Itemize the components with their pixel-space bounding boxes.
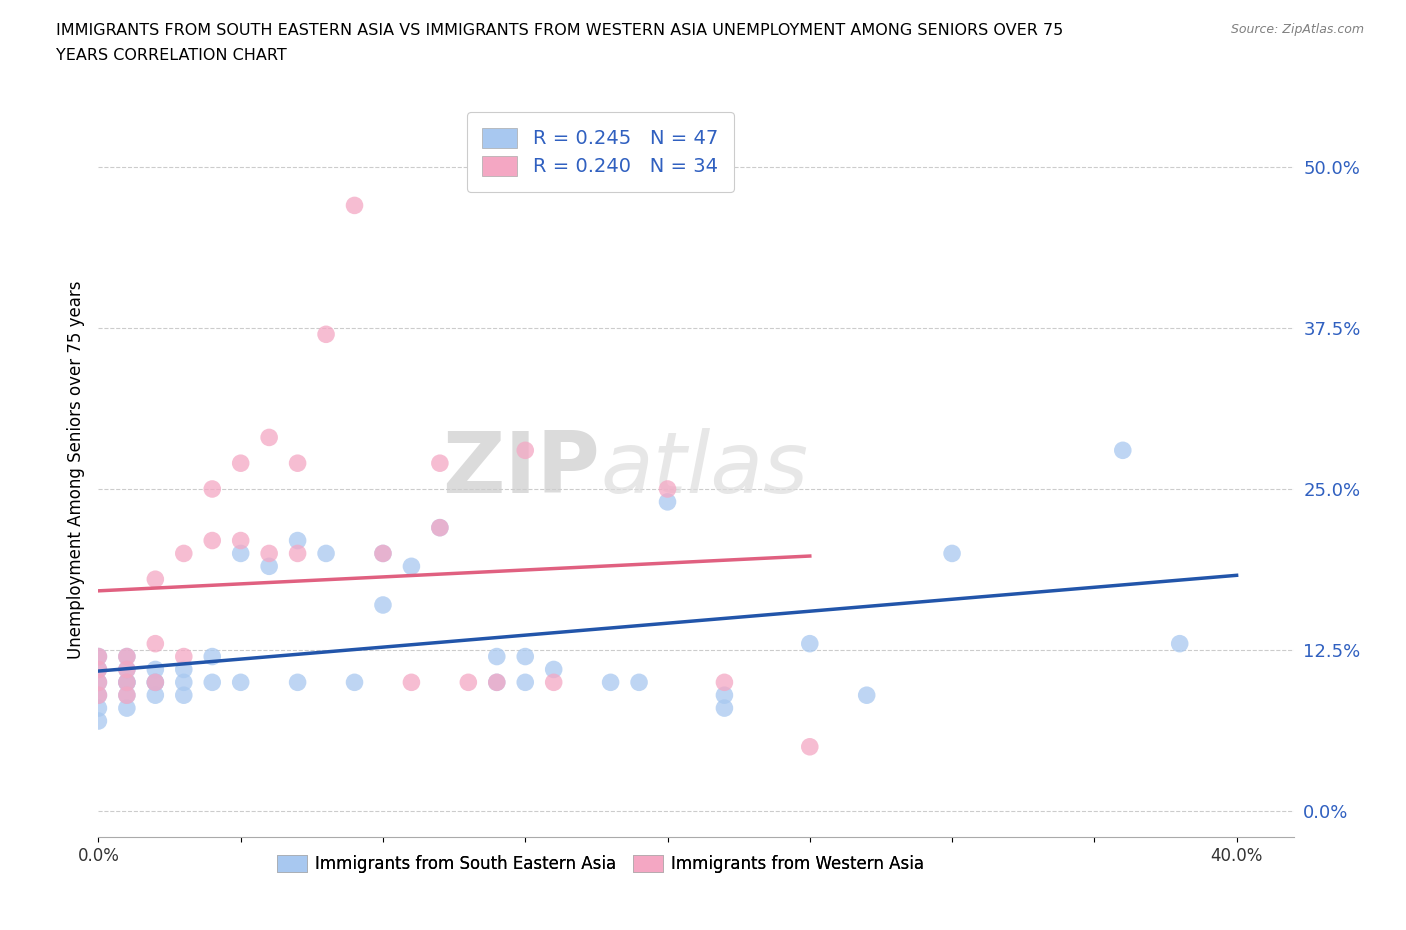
Point [287, 546, 309, 561]
Point [115, 662, 138, 677]
Point [143, 572, 166, 587]
Point [173, 662, 195, 677]
Point [115, 649, 138, 664]
Point [485, 675, 508, 690]
Point [287, 675, 309, 690]
Point [599, 675, 621, 690]
Text: Source: ZipAtlas.com: Source: ZipAtlas.com [1230, 23, 1364, 36]
Point [543, 675, 565, 690]
Point [229, 546, 252, 561]
Point [287, 533, 309, 548]
Point [87, 700, 110, 715]
Legend: Immigrants from South Eastern Asia, Immigrants from Western Asia: Immigrants from South Eastern Asia, Immi… [270, 848, 931, 880]
Point [515, 675, 537, 690]
Point [941, 546, 963, 561]
Point [87, 649, 110, 664]
Point [173, 649, 195, 664]
Point [143, 688, 166, 703]
Point [257, 546, 280, 561]
Point [173, 688, 195, 703]
Point [371, 546, 394, 561]
Point [1112, 443, 1135, 458]
Point [1168, 636, 1191, 651]
Point [115, 649, 138, 664]
Point [87, 675, 110, 690]
Point [429, 456, 451, 471]
Point [343, 198, 366, 213]
Point [115, 688, 138, 703]
Point [87, 688, 110, 703]
Point [257, 430, 280, 445]
Point [87, 662, 110, 677]
Point [799, 636, 821, 651]
Point [229, 456, 252, 471]
Text: ZIP: ZIP [443, 428, 600, 512]
Point [485, 675, 508, 690]
Point [201, 533, 224, 548]
Point [315, 546, 337, 561]
Text: atlas: atlas [600, 428, 808, 512]
Point [115, 675, 138, 690]
Point [429, 520, 451, 535]
Point [143, 675, 166, 690]
Point [87, 713, 110, 728]
Point [515, 443, 537, 458]
Point [143, 636, 166, 651]
Point [343, 675, 366, 690]
Point [143, 675, 166, 690]
Point [201, 482, 224, 497]
Point [657, 482, 679, 497]
Point [315, 326, 337, 341]
Point [713, 688, 735, 703]
Point [855, 688, 877, 703]
Point [287, 456, 309, 471]
Point [143, 662, 166, 677]
Text: IMMIGRANTS FROM SOUTH EASTERN ASIA VS IMMIGRANTS FROM WESTERN ASIA UNEMPLOYMENT : IMMIGRANTS FROM SOUTH EASTERN ASIA VS IM… [56, 23, 1063, 38]
Point [173, 675, 195, 690]
Point [713, 700, 735, 715]
Point [257, 559, 280, 574]
Point [115, 700, 138, 715]
Point [429, 520, 451, 535]
Point [515, 649, 537, 664]
Point [87, 649, 110, 664]
Point [115, 675, 138, 690]
Point [87, 688, 110, 703]
Point [713, 675, 735, 690]
Point [457, 675, 479, 690]
Point [628, 675, 651, 690]
Point [229, 675, 252, 690]
Point [87, 662, 110, 677]
Point [799, 739, 821, 754]
Point [401, 675, 423, 690]
Point [115, 662, 138, 677]
Point [485, 649, 508, 664]
Point [87, 675, 110, 690]
Point [371, 598, 394, 613]
Point [543, 662, 565, 677]
Point [371, 546, 394, 561]
Point [115, 688, 138, 703]
Point [229, 533, 252, 548]
Text: YEARS CORRELATION CHART: YEARS CORRELATION CHART [56, 48, 287, 63]
Point [401, 559, 423, 574]
Point [657, 495, 679, 510]
Y-axis label: Unemployment Among Seniors over 75 years: Unemployment Among Seniors over 75 years [66, 281, 84, 658]
Point [143, 675, 166, 690]
Point [201, 649, 224, 664]
Point [201, 675, 224, 690]
Point [173, 546, 195, 561]
Point [115, 675, 138, 690]
